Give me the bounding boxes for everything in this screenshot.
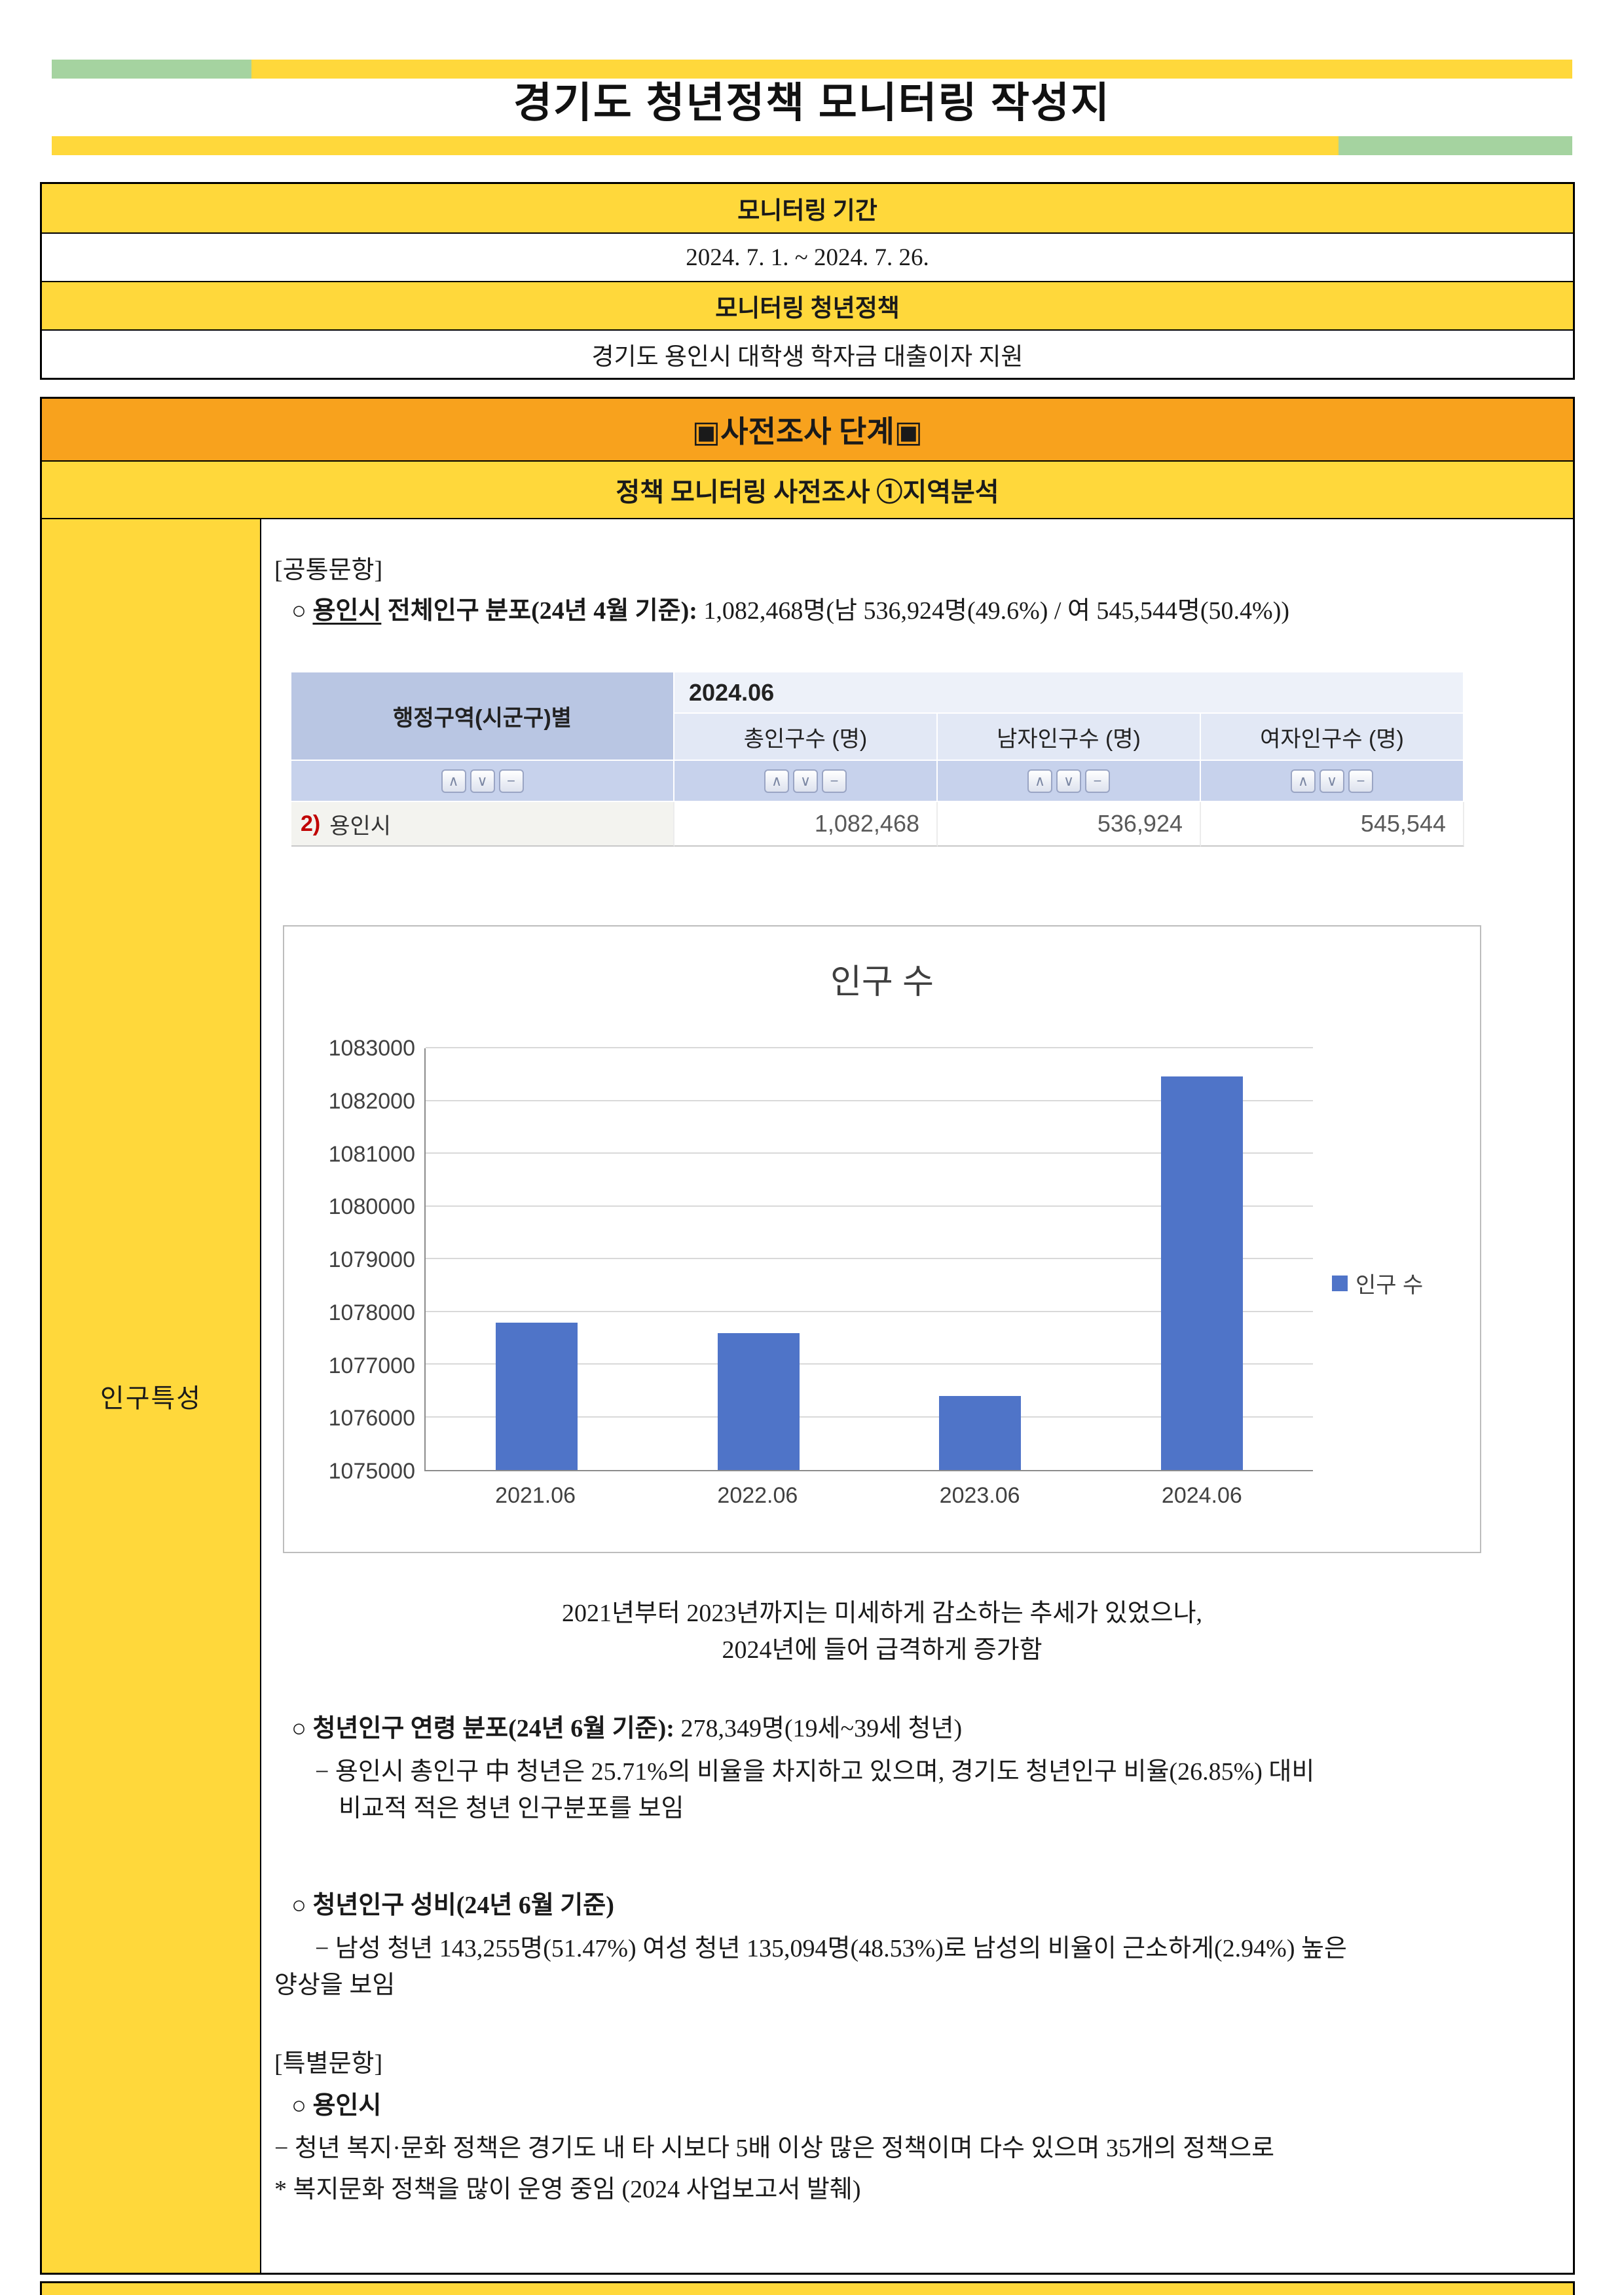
common-question-tag: [공통문항] (274, 557, 383, 584)
youth-ratio-sub2: 양상을 보임 (274, 1972, 396, 1999)
special-city-line: ○ 용인시 (291, 2092, 382, 2120)
collapse-icon[interactable]: − (1085, 769, 1110, 793)
stats-row-region: 2) 용인시 (291, 802, 674, 847)
city-name-underlined: 용인시 (312, 597, 382, 625)
gridline (426, 1099, 1313, 1101)
bar-2021.06 (495, 1322, 578, 1470)
y-tick-label: 1083000 (328, 1036, 415, 1061)
stats-region-header: 행정구역(시군구)별 (291, 672, 674, 761)
gridline (426, 1363, 1313, 1365)
population-content: [공통문항] ○ 용인시 전체인구 분포(24년 4월 기준): 1,082,4… (261, 519, 1573, 2273)
sort-desc-icon[interactable]: ∨ (470, 769, 495, 793)
bar-2022.06 (717, 1332, 800, 1470)
stats-col-male: 남자인구수 (명) (938, 714, 1201, 761)
chart-note-line1: 2021년부터 2023년까지는 미세하게 감소하는 추세가 있었으나, (561, 1600, 1203, 1627)
y-tick-label: 1076000 (328, 1406, 415, 1431)
monitoring-info-table: 모니터링 기간 2024. 7. 1. ~ 2024. 7. 26. 모니터링 … (40, 182, 1575, 380)
sort-asc-icon[interactable]: ∧ (1291, 769, 1316, 793)
chart-plot (424, 1047, 1313, 1471)
chart-title: 인구 수 (830, 963, 934, 1001)
stats-col-total: 총인구수 (명) (674, 714, 938, 761)
sort-asc-icon[interactable]: ∧ (764, 769, 789, 793)
stats-value-total: 1,082,468 (674, 802, 938, 847)
gridline (426, 1152, 1313, 1154)
population-chart: 인구 수 1075000 1076000 1077000 1078000 1079000… (283, 925, 1481, 1553)
sort-asc-icon[interactable]: ∧ (1027, 769, 1052, 793)
youth-ratio-sub1: − 남성 청년 143,255명(51.47%) 여성 청년 135,094명(… (315, 1935, 1347, 1962)
gridline (426, 1310, 1313, 1312)
youth-age-sub2: 비교적 적은 청년 인구분포를 보임 (339, 1795, 684, 1822)
sort-controls: ∧ ∨ − (674, 761, 938, 802)
y-tick-label: 1082000 (328, 1088, 415, 1114)
stats-period-header: 2024.06 (674, 672, 1464, 714)
y-tick-label: 1078000 (328, 1300, 415, 1325)
special-line2: * 복지문화 정책을 많이 운영 중임 (2024 사업보고서 발췌) (274, 2176, 861, 2203)
chart-y-axis: 1075000 1076000 1077000 1078000 1079000 10800… (284, 1037, 415, 1482)
sort-desc-icon[interactable]: ∨ (793, 769, 818, 793)
presurvey-section: ▣사전조사 단계▣ 정책 모니터링 사전조사 ①지역분석 인구특성 [공통문항]… (40, 397, 1575, 2275)
sort-asc-icon[interactable]: ∧ (441, 769, 466, 793)
sort-desc-icon[interactable]: ∨ (1056, 769, 1081, 793)
monitoring-policy-value: 경기도 용인시 대학생 학자금 대출이자 지원 (42, 329, 1573, 378)
y-tick-label: 1075000 (328, 1459, 415, 1484)
chart-x-axis: 2021.06 2022.06 2023.06 2024.06 (424, 1483, 1313, 1509)
y-tick-label: 1080000 (328, 1194, 415, 1220)
sort-desc-icon[interactable]: ∨ (1320, 769, 1344, 793)
row-index: 2) (301, 811, 321, 836)
gridline (426, 1047, 1313, 1048)
x-tick-label: 2024.06 (1161, 1483, 1242, 1508)
bar-2023.06 (939, 1396, 1022, 1470)
youth-age-line: ○ 청년인구 연령 분포(24년 6월 기준): 278,349명(19세~39… (291, 1715, 963, 1742)
section-subtitle: 정책 모니터링 사전조사 ①지역분석 (42, 460, 1573, 518)
gridline (426, 1258, 1313, 1259)
collapse-icon[interactable]: − (1348, 769, 1373, 793)
x-tick-label: 2023.06 (939, 1483, 1020, 1508)
x-tick-label: 2022.06 (717, 1483, 798, 1508)
row-region-name: 용인시 (329, 813, 392, 839)
header-yellow-segment (52, 136, 1338, 155)
legend-label: 인구 수 (1356, 1273, 1424, 1298)
bar-2024.06 (1161, 1076, 1244, 1470)
stats-value-female: 545,544 (1201, 802, 1464, 847)
gridline (426, 1416, 1313, 1418)
legend-swatch-icon (1332, 1275, 1348, 1291)
collapse-icon[interactable]: − (822, 769, 847, 793)
x-tick-label: 2021.06 (495, 1483, 576, 1508)
header-top-bar (52, 60, 1572, 79)
sort-controls: ∧ ∨ − (1201, 761, 1464, 802)
header-green-segment (52, 60, 251, 79)
header-bottom-bar (52, 136, 1572, 155)
sort-controls: ∧ ∨ − (938, 761, 1201, 802)
stats-value-male: 536,924 (938, 802, 1201, 847)
y-tick-label: 1077000 (328, 1353, 415, 1378)
special-question-tag: [특별문항] (274, 2050, 383, 2078)
special-line1: − 청년 복지·문화 정책은 경기도 내 타 시보다 5배 이상 많은 정책이며… (274, 2135, 1275, 2162)
total-population-line: ○ 용인시 전체인구 분포(24년 4월 기준): 1,082,468명(남 5… (291, 597, 1290, 625)
y-tick-label: 1079000 (328, 1247, 415, 1272)
next-section-partial-row (40, 2281, 1575, 2295)
bullet: ○ (291, 597, 313, 625)
header-green-segment (1338, 136, 1572, 155)
header-yellow-segment (251, 60, 1572, 79)
monitoring-period-header: 모니터링 기간 (42, 184, 1573, 232)
youth-age-sub1: − 용인시 총인구 中 청년은 25.71%의 비율을 차지하고 있으며, 경기… (315, 1758, 1315, 1786)
page-title: 경기도 청년정책 모니터링 작성지 (513, 79, 1111, 126)
y-tick-label: 1081000 (328, 1141, 415, 1167)
monitoring-period-value: 2024. 7. 1. ~ 2024. 7. 26. (42, 232, 1573, 281)
row-label-population: 인구특성 (42, 519, 261, 2273)
collapse-icon[interactable]: − (498, 769, 524, 793)
sort-controls: ∧ ∨ − (291, 761, 674, 802)
population-stats-table: 행정구역(시군구)별 2024.06 총인구수 (명) 남자인구수 (명) 여자… (291, 672, 1464, 847)
stats-col-female: 여자인구수 (명) (1201, 714, 1464, 761)
section-title: ▣사전조사 단계▣ (42, 399, 1573, 460)
gridline (426, 1205, 1313, 1207)
chart-legend: 인구 수 (1332, 1267, 1423, 1299)
chart-note-line2: 2024년에 들어 급격하게 증가함 (722, 1636, 1043, 1664)
youth-ratio-line: ○ 청년인구 성비(24년 6월 기준) (291, 1892, 614, 1919)
monitoring-policy-header: 모니터링 청년정책 (42, 281, 1573, 329)
